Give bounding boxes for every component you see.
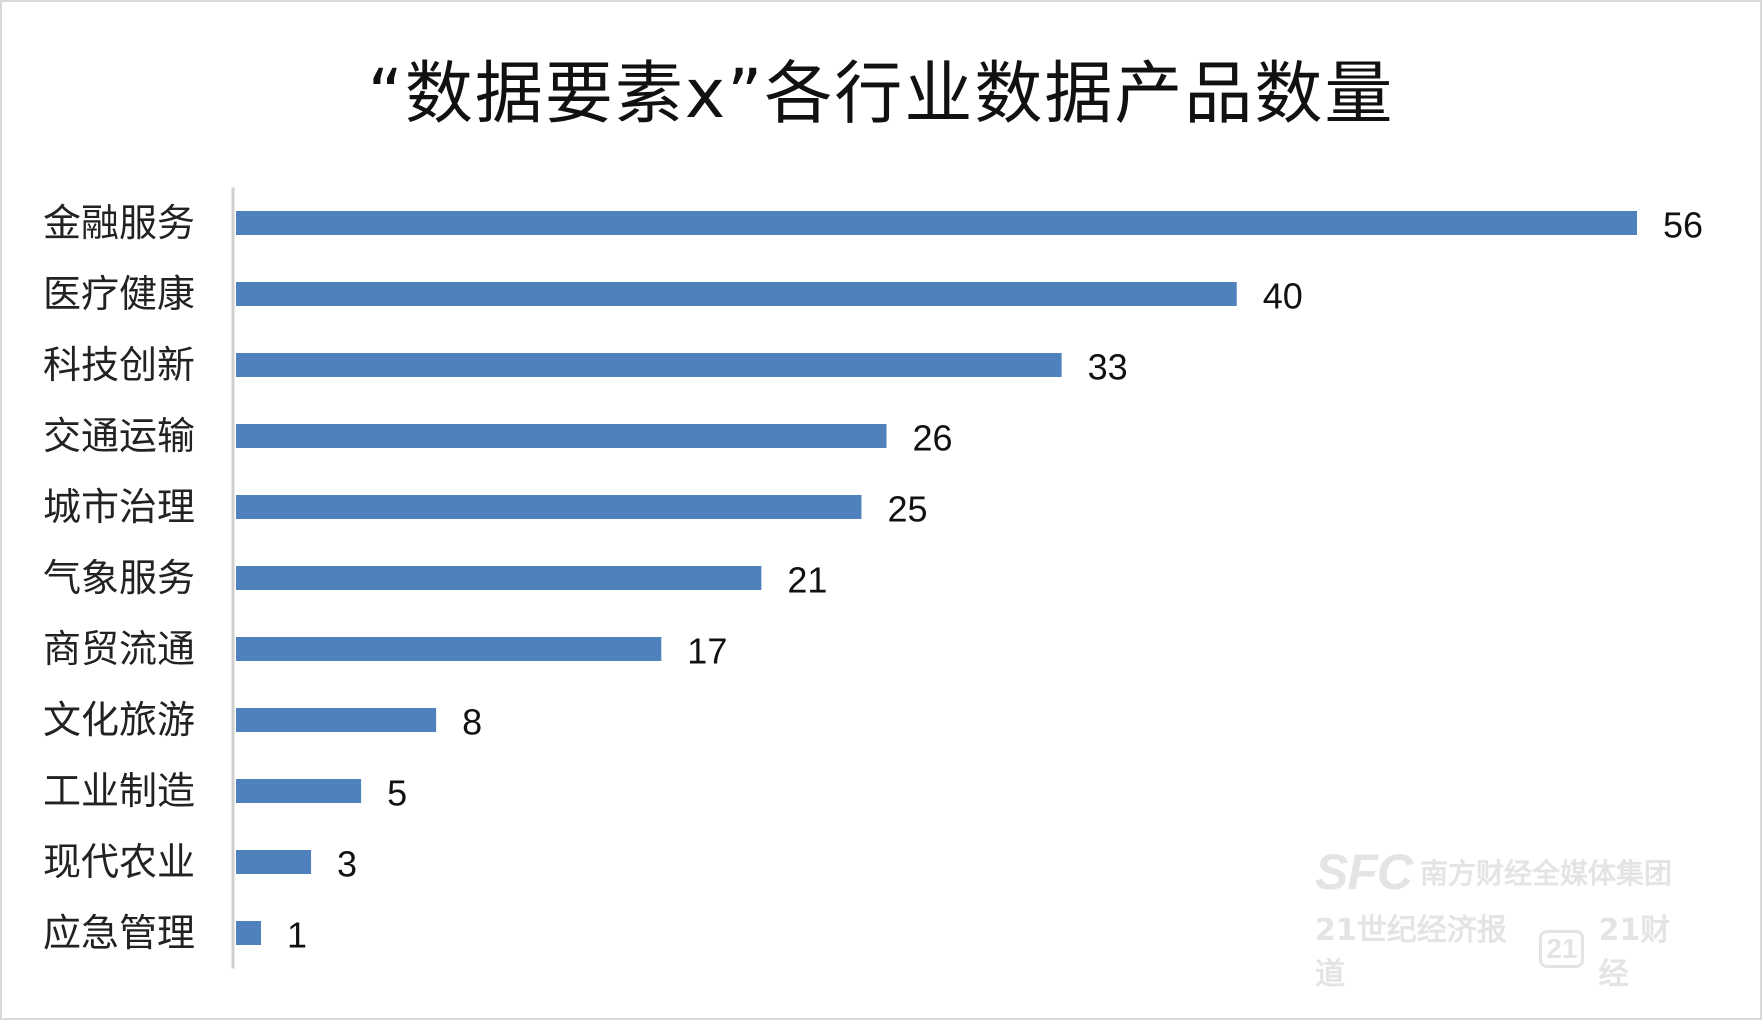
bar [236, 921, 262, 945]
value-label: 25 [887, 489, 927, 530]
value-label: 33 [1088, 347, 1128, 388]
value-label: 17 [687, 631, 727, 672]
bar [236, 211, 1637, 235]
category-label: 工业制造 [43, 769, 195, 813]
watermark-line2: 21世纪经济报道 [1315, 913, 1507, 992]
value-label: 5 [387, 773, 407, 814]
watermark-line3: 21财经 [1598, 913, 1671, 992]
value-label: 26 [912, 418, 952, 459]
bars-layer [236, 211, 1637, 945]
bar [236, 353, 1062, 377]
watermark-badge: 21 [1539, 930, 1585, 968]
bar [236, 708, 437, 732]
category-label: 城市治理 [43, 485, 195, 529]
category-label: 商贸流通 [43, 627, 195, 671]
value-label: 3 [337, 844, 357, 885]
bar [236, 566, 762, 590]
value-label: 21 [787, 560, 827, 601]
category-label: 现代农业 [43, 840, 195, 884]
watermark-line1: 南方财经全媒体集团 [1420, 857, 1673, 890]
bar [236, 282, 1237, 306]
bar [236, 424, 887, 448]
category-label: 文化旅游 [43, 698, 195, 742]
bar [236, 495, 862, 519]
category-label: 交通运输 [43, 414, 195, 458]
category-label: 气象服务 [43, 556, 195, 600]
value-label: 56 [1663, 205, 1703, 246]
category-labels: 金融服务医疗健康科技创新交通运输城市治理气象服务商贸流通文化旅游工业制造现代农业… [43, 201, 195, 955]
bar [236, 779, 362, 803]
category-label: 应急管理 [43, 911, 195, 955]
value-label: 8 [462, 702, 482, 743]
watermark-brand: SFC [1315, 844, 1413, 900]
bar [236, 637, 662, 661]
value-labels: 56 40 33 26 25 21 17 8 531 [287, 205, 1703, 956]
value-label: 40 [1263, 276, 1303, 317]
category-label: 科技创新 [43, 343, 195, 387]
category-label: 金融服务 [43, 201, 195, 245]
bar [236, 850, 312, 874]
category-label: 医疗健康 [43, 272, 195, 316]
watermark-logo: SFC 南方财经全媒体集团 21世纪经济报道 21 21财经 [1315, 843, 1695, 992]
chart-title: “数据要素x”各行业数据产品数量 [367, 55, 1395, 134]
value-label: 1 [287, 915, 307, 956]
